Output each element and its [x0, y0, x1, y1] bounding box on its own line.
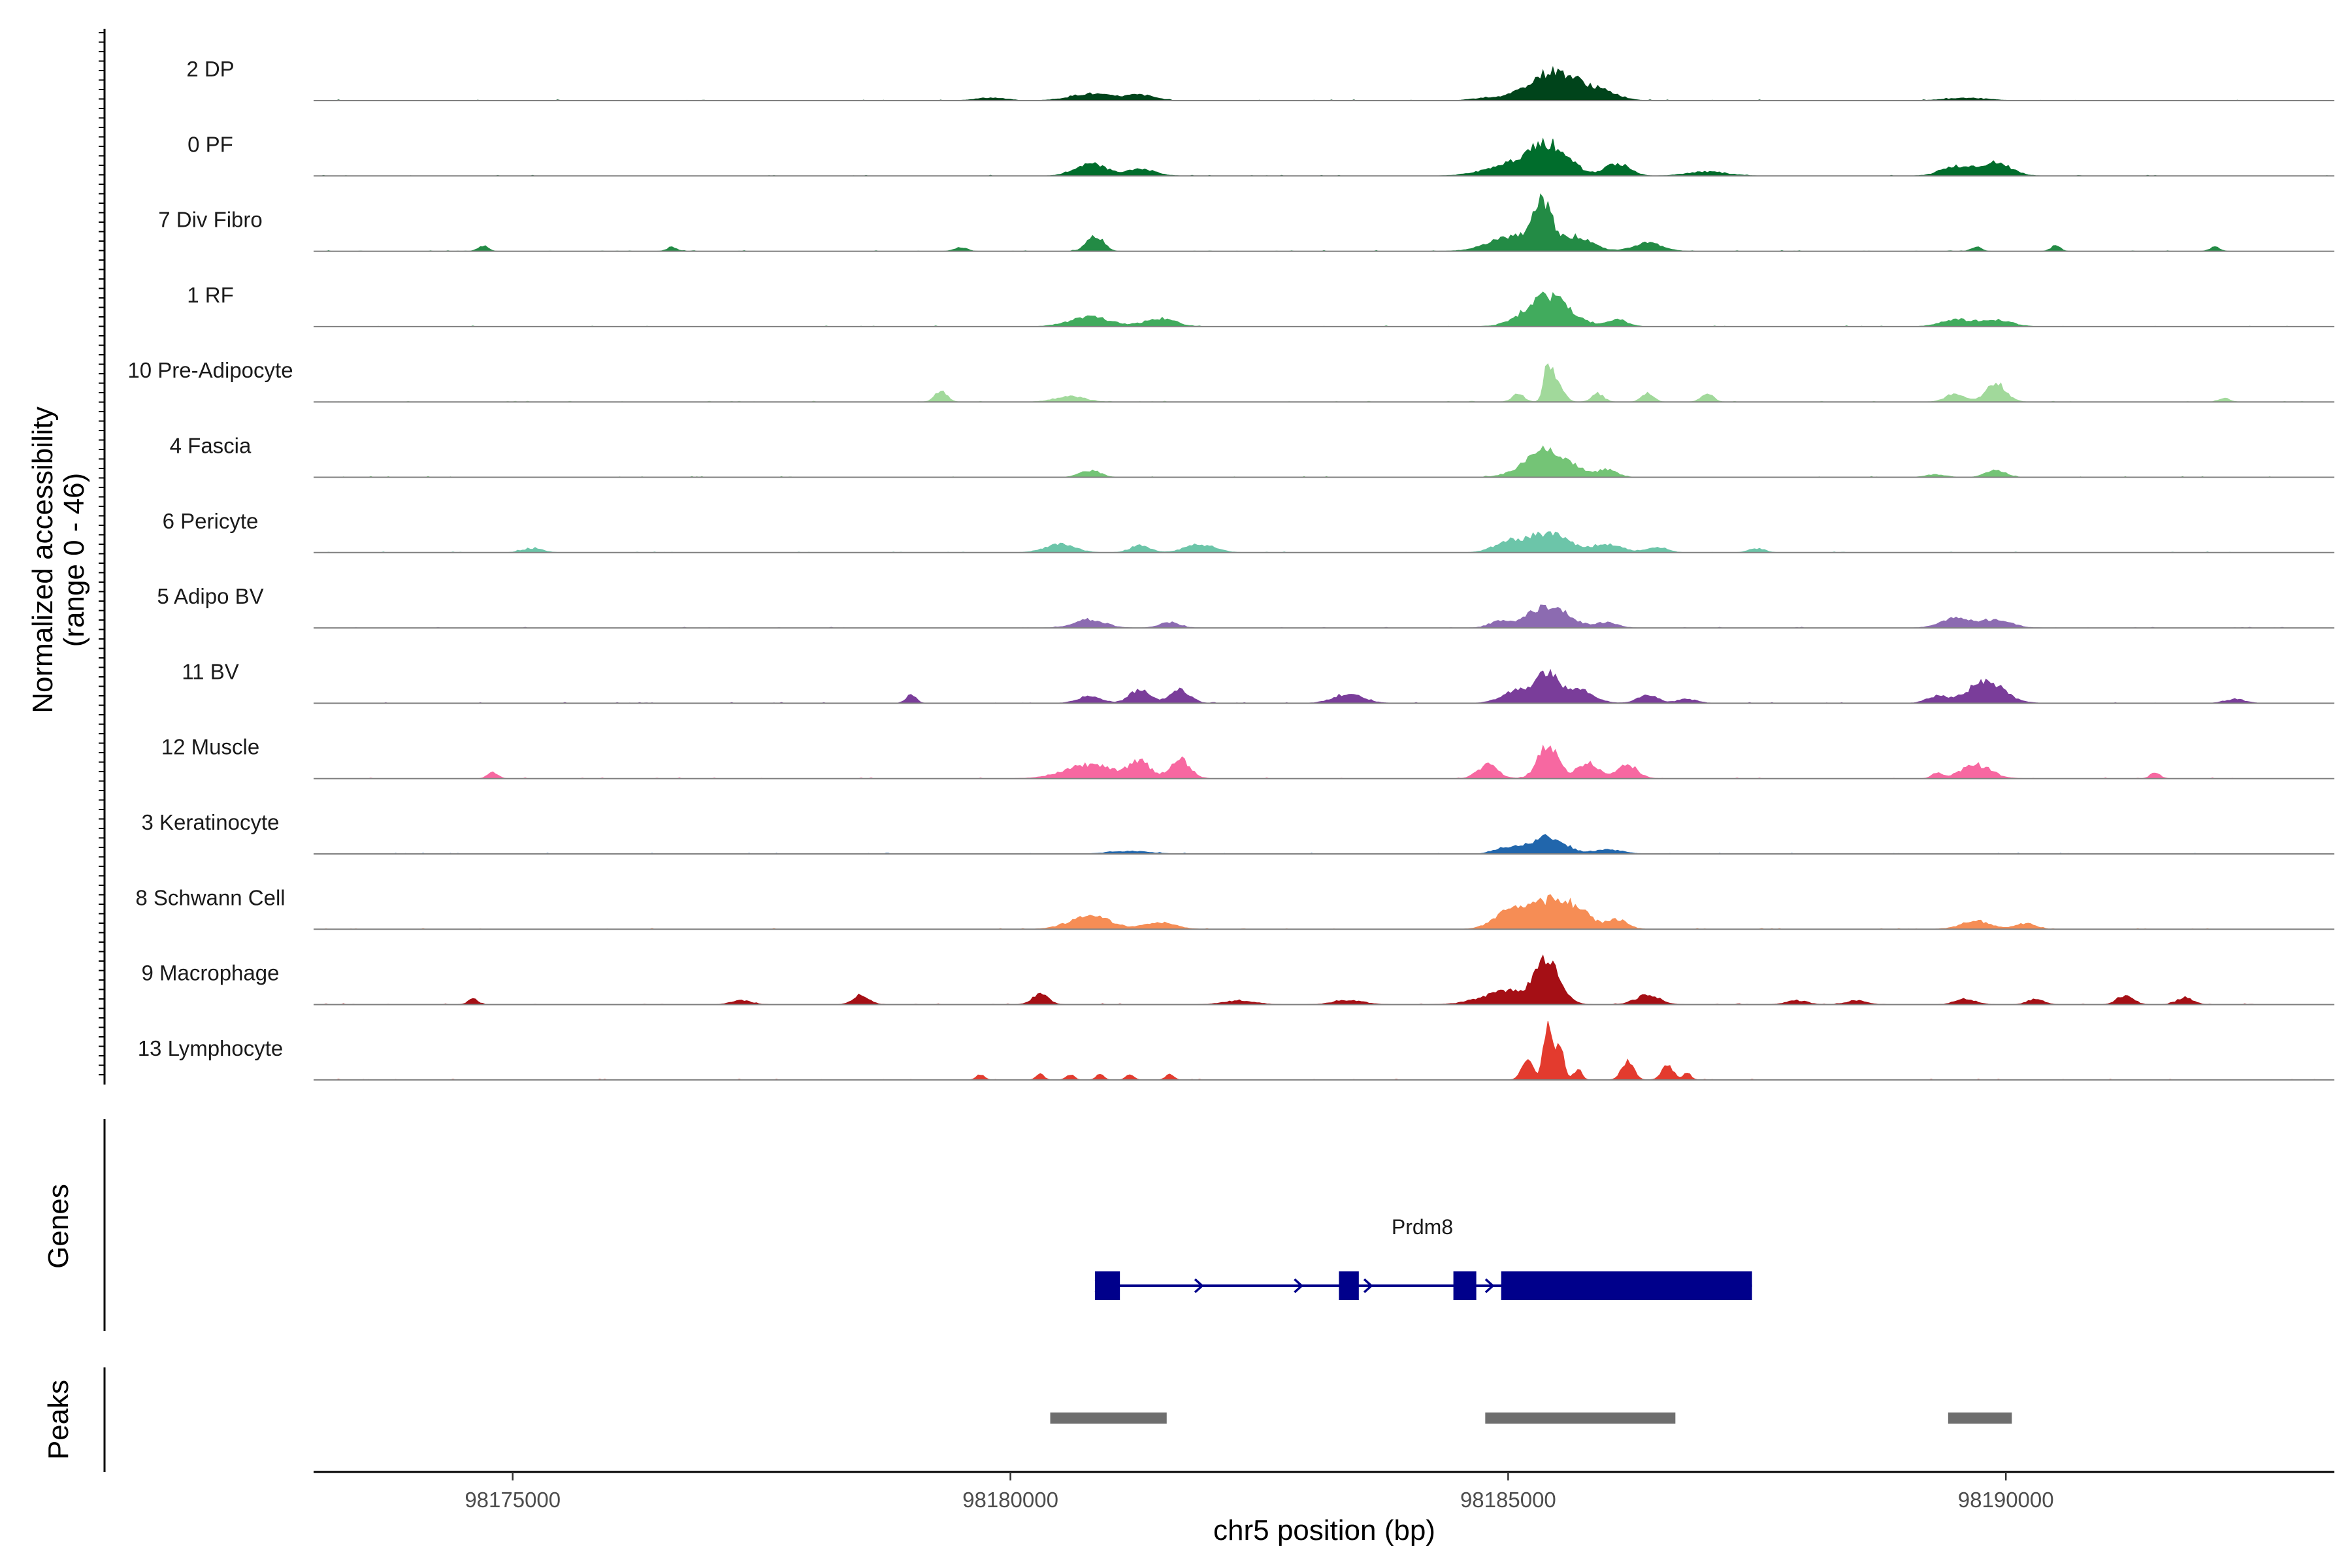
coverage-track-1-rf: 1 RF: [187, 283, 2334, 327]
track-label: 3 Keratinocyte: [142, 810, 280, 834]
track-label: 13 Lymphocyte: [138, 1036, 284, 1060]
gene-exon-2: [1339, 1271, 1359, 1300]
x-axis-ticks: 98175000 98180000 98185000 98190000: [465, 1472, 2054, 1512]
track-label: 5 Adipo BV: [157, 584, 263, 608]
track-label: 8 Schwann Cell: [135, 885, 285, 909]
gene-exon-4: [1501, 1271, 1752, 1300]
peaks-track: Peaks: [42, 1367, 2012, 1472]
gene-strand-arrow: [1094, 1278, 1105, 1294]
peak-region-bar: [1485, 1413, 1676, 1424]
coverage-area: [314, 445, 2334, 478]
y-axis-title-line2: (range 0 - 46): [58, 473, 90, 647]
gene-exon-3: [1453, 1271, 1477, 1300]
gene-strand-arrow: [1484, 1278, 1495, 1294]
coverage-area: [314, 137, 2334, 176]
coverage-area: [314, 744, 2334, 779]
x-tick-label: 98180000: [962, 1488, 1058, 1512]
x-tick-label: 98190000: [1958, 1488, 2054, 1512]
gene-model-prdm8: [1094, 1271, 1752, 1300]
y-axis-title-line1: Normalized accessibility: [27, 406, 59, 713]
track-label: 4 Fascia: [170, 434, 252, 458]
coverage-tracks: 2 DP 0 PF 7 Div Fibro 1 RF 10 Pre-Adipocyte 4…: [127, 57, 2334, 1081]
genes-track-title: Genes: [42, 1184, 74, 1269]
coverage-area: [314, 193, 2334, 252]
coverage-track-3-keratinocyte: 3 Keratinocyte: [142, 810, 2334, 855]
track-label: 7 Div Fibro: [158, 208, 263, 232]
coverage-track-10-pre-adipocyte: 10 Pre-Adipocyte: [127, 358, 2334, 403]
coverage-area: [314, 291, 2334, 327]
x-axis-title: chr5 position (bp): [1213, 1514, 1435, 1546]
y-axis-title: Normalized accessibility (range 0 - 46): [27, 406, 90, 713]
coverage-area: [314, 834, 2334, 855]
coverage-area: [314, 363, 2334, 402]
coverage-track-11-bv: 11 BV: [182, 659, 2334, 704]
coverage-track-5-adipo-bv: 5 Adipo BV: [157, 584, 2334, 629]
coverage-area: [314, 531, 2334, 553]
x-axis: 98175000 98180000 98185000 98190000 chr5 po…: [314, 1471, 2334, 1546]
gene-strand-arrow: [1363, 1278, 1373, 1294]
coverage-area: [314, 668, 2334, 704]
x-tick-label: 98185000: [1460, 1488, 1556, 1512]
coverage-area: [314, 65, 2334, 101]
gene-strand-arrow: [1294, 1278, 1304, 1294]
gene-exon-1: [1095, 1271, 1120, 1300]
coverage-track-9-macrophage: 9 Macrophage: [142, 954, 2334, 1005]
coverage-area: [314, 604, 2334, 629]
gene-strand-arrow: [1194, 1278, 1204, 1294]
gene-label-prdm8: Prdm8: [1392, 1215, 1453, 1239]
coverage-track-2-dp: 2 DP: [186, 57, 2334, 101]
coverage-track-0-pf: 0 PF: [188, 132, 2334, 177]
x-tick-label: 98175000: [465, 1488, 561, 1512]
coverage-area: [314, 1021, 2334, 1081]
track-label: 6 Pericyte: [163, 509, 259, 533]
peak-region-bar: [1948, 1413, 2012, 1424]
track-label: 1 RF: [187, 283, 234, 307]
genes-track: Genes Prdm8: [42, 1119, 1752, 1331]
peak-bars: [1050, 1413, 2012, 1424]
track-label: 12 Muscle: [161, 735, 259, 759]
peak-region-bar: [1050, 1413, 1167, 1424]
peaks-track-title: Peaks: [42, 1380, 74, 1460]
coverage-area: [314, 894, 2334, 930]
coverage-track-6-pericyte: 6 Pericyte: [163, 509, 2334, 553]
coverage-area: [314, 954, 2334, 1005]
coverage-track-12-muscle: 12 Muscle: [161, 735, 2334, 779]
coverage-track-8-schwann-cell: 8 Schwann Cell: [135, 885, 2334, 930]
coverage-y-ticks: [99, 32, 105, 1075]
track-label: 10 Pre-Adipocyte: [127, 358, 293, 382]
coverage-track-13-lymphocyte: 13 Lymphocyte: [138, 1021, 2334, 1081]
coverage-track-7-div-fibro: 7 Div Fibro: [158, 193, 2334, 252]
track-label: 9 Macrophage: [142, 961, 280, 985]
track-label: 11 BV: [182, 659, 238, 683]
track-label: 2 DP: [186, 57, 234, 81]
coverage-track-4-fascia: 4 Fascia: [170, 434, 2334, 478]
track-label: 0 PF: [188, 132, 233, 156]
